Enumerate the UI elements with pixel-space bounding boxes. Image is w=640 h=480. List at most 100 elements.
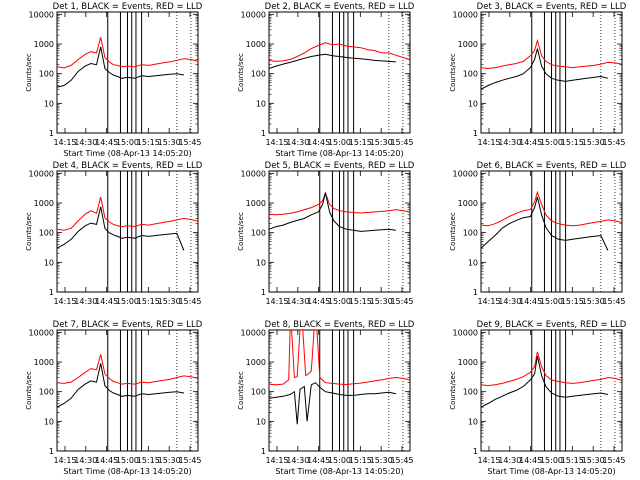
y-axis-label: Counts/sec <box>25 371 33 410</box>
lld-series-line <box>481 38 622 70</box>
y-tick-label: 1000 <box>34 199 54 208</box>
x-tick-label: 15:30 <box>370 297 393 306</box>
y-tick-label: 10 <box>44 417 54 426</box>
x-tick-label: 15:00 <box>328 456 351 465</box>
events-series-line <box>57 363 184 408</box>
y-tick-label: 100 <box>251 70 266 79</box>
x-tick-label: 14:30 <box>286 138 309 147</box>
x-tick-label: 14:45 <box>95 456 118 465</box>
y-tick-label: 1 <box>261 447 266 456</box>
x-tick-label: 15:30 <box>582 138 605 147</box>
x-tick-label: 14:15 <box>53 138 76 147</box>
events-series-line <box>481 48 609 90</box>
y-axis-label: Counts/sec <box>25 212 33 251</box>
x-tick-label: 14:30 <box>286 297 309 306</box>
lld-series-line <box>481 190 622 227</box>
x-tick-label: 15:00 <box>540 138 563 147</box>
x-tick-label: 15:00 <box>116 138 139 147</box>
x-tick-label: 14:45 <box>519 297 542 306</box>
x-tick-label: 15:30 <box>158 297 181 306</box>
events-series-line <box>269 192 396 232</box>
x-tick-label: 14:30 <box>286 456 309 465</box>
y-tick-label: 1 <box>49 129 54 138</box>
x-tick-label: 15:15 <box>137 456 160 465</box>
detector-panel-7: 1 10 100 1000 10000 14:1514:3014:4515:0015:15… <box>25 320 203 476</box>
x-tick-label: 15:00 <box>116 297 139 306</box>
y-axis-label: Counts/sec <box>449 371 457 410</box>
panel-title: Det 1, BLACK = Events, RED = LLD <box>53 2 203 12</box>
y-tick-label: 1 <box>49 447 54 456</box>
y-tick-label: 1000 <box>458 199 478 208</box>
x-tick-label: 15:45 <box>602 456 625 465</box>
x-tick-label: 14:30 <box>498 456 521 465</box>
x-tick-label: 14:15 <box>477 456 500 465</box>
y-tick-label: 10000 <box>29 328 54 337</box>
y-axis-label: Counts/sec <box>449 212 457 251</box>
panel-title: Det 6, BLACK = Events, RED = LLD <box>477 161 627 171</box>
x-tick-label: 14:30 <box>74 456 97 465</box>
x-tick-label: 15:45 <box>390 138 413 147</box>
events-series-line <box>57 206 185 251</box>
y-tick-label: 1 <box>473 129 478 138</box>
y-tick-label: 1 <box>49 288 54 297</box>
detector-panel-6: 1 10 100 1000 10000 14:1514:3014:4515:0015:15… <box>449 161 627 306</box>
y-tick-label: 10000 <box>29 169 54 178</box>
x-tick-label: 14:15 <box>265 456 288 465</box>
x-tick-label: 15:30 <box>158 456 181 465</box>
events-series-line <box>269 382 397 425</box>
x-tick-label: 15:45 <box>602 297 625 306</box>
y-axis-label: Counts/sec <box>25 53 33 92</box>
y-tick-label: 1000 <box>246 358 266 367</box>
y-tick-label: 10000 <box>241 10 266 19</box>
x-tick-label: 14:30 <box>498 297 521 306</box>
x-tick-label: 14:45 <box>519 138 542 147</box>
y-tick-label: 10 <box>468 417 478 426</box>
x-tick-label: 15:30 <box>158 138 181 147</box>
y-tick-label: 10000 <box>453 169 478 178</box>
y-tick-label: 1000 <box>34 358 54 367</box>
panel-title: Det 5, BLACK = Events, RED = LLD <box>265 161 415 171</box>
lld-series-line <box>269 42 410 62</box>
x-tick-label: 14:30 <box>74 297 97 306</box>
x-tick-label: 15:15 <box>561 297 584 306</box>
y-tick-label: 1000 <box>246 199 266 208</box>
y-tick-label: 100 <box>463 229 478 238</box>
x-tick-label: 15:45 <box>178 456 201 465</box>
y-axis-label: Counts/sec <box>449 53 457 92</box>
events-series-line <box>269 53 396 69</box>
detector-panel-1: 1 10 100 1000 10000 14:1514:3014:4515:0015:15… <box>25 2 203 158</box>
x-tick-label: 15:30 <box>582 297 605 306</box>
panel-title: Det 9, BLACK = Events, RED = LLD <box>477 320 627 330</box>
x-axis-label: Start Time (08-Apr-13 14:05:20) <box>275 149 403 158</box>
x-tick-label: 15:15 <box>137 297 160 306</box>
x-tick-label: 15:15 <box>137 138 160 147</box>
lld-series-line <box>57 37 198 69</box>
panel-title: Det 2, BLACK = Events, RED = LLD <box>265 2 415 12</box>
y-tick-label: 10 <box>256 99 266 108</box>
x-axis-label: Start Time (08-Apr-13 14:05:20) <box>63 467 191 476</box>
events-series-line <box>481 355 609 408</box>
x-tick-label: 15:00 <box>328 138 351 147</box>
detector-panel-9: 1 10 100 1000 10000 14:1514:3014:4515:0015:15… <box>449 320 627 476</box>
x-tick-label: 15:15 <box>349 297 372 306</box>
y-tick-label: 100 <box>251 388 266 397</box>
x-tick-label: 15:00 <box>116 456 139 465</box>
x-tick-label: 14:30 <box>74 138 97 147</box>
y-tick-label: 10000 <box>241 169 266 178</box>
x-tick-label: 15:45 <box>602 138 625 147</box>
y-tick-label: 1000 <box>458 358 478 367</box>
y-axis-label: Counts/sec <box>237 212 245 251</box>
x-tick-label: 14:15 <box>53 456 76 465</box>
panel-title: Det 7, BLACK = Events, RED = LLD <box>53 320 203 330</box>
x-tick-label: 14:15 <box>477 297 500 306</box>
x-tick-label: 15:30 <box>370 456 393 465</box>
y-tick-label: 10000 <box>29 10 54 19</box>
x-tick-label: 15:15 <box>349 456 372 465</box>
detector-panel-2: 1 10 100 1000 10000 14:1514:3014:4515:0015:15… <box>237 2 415 158</box>
x-tick-label: 15:30 <box>370 138 393 147</box>
lld-series-line <box>269 330 410 386</box>
y-tick-label: 1 <box>473 288 478 297</box>
y-tick-label: 100 <box>39 70 54 79</box>
y-tick-label: 10 <box>44 258 54 267</box>
x-tick-label: 15:15 <box>349 138 372 147</box>
